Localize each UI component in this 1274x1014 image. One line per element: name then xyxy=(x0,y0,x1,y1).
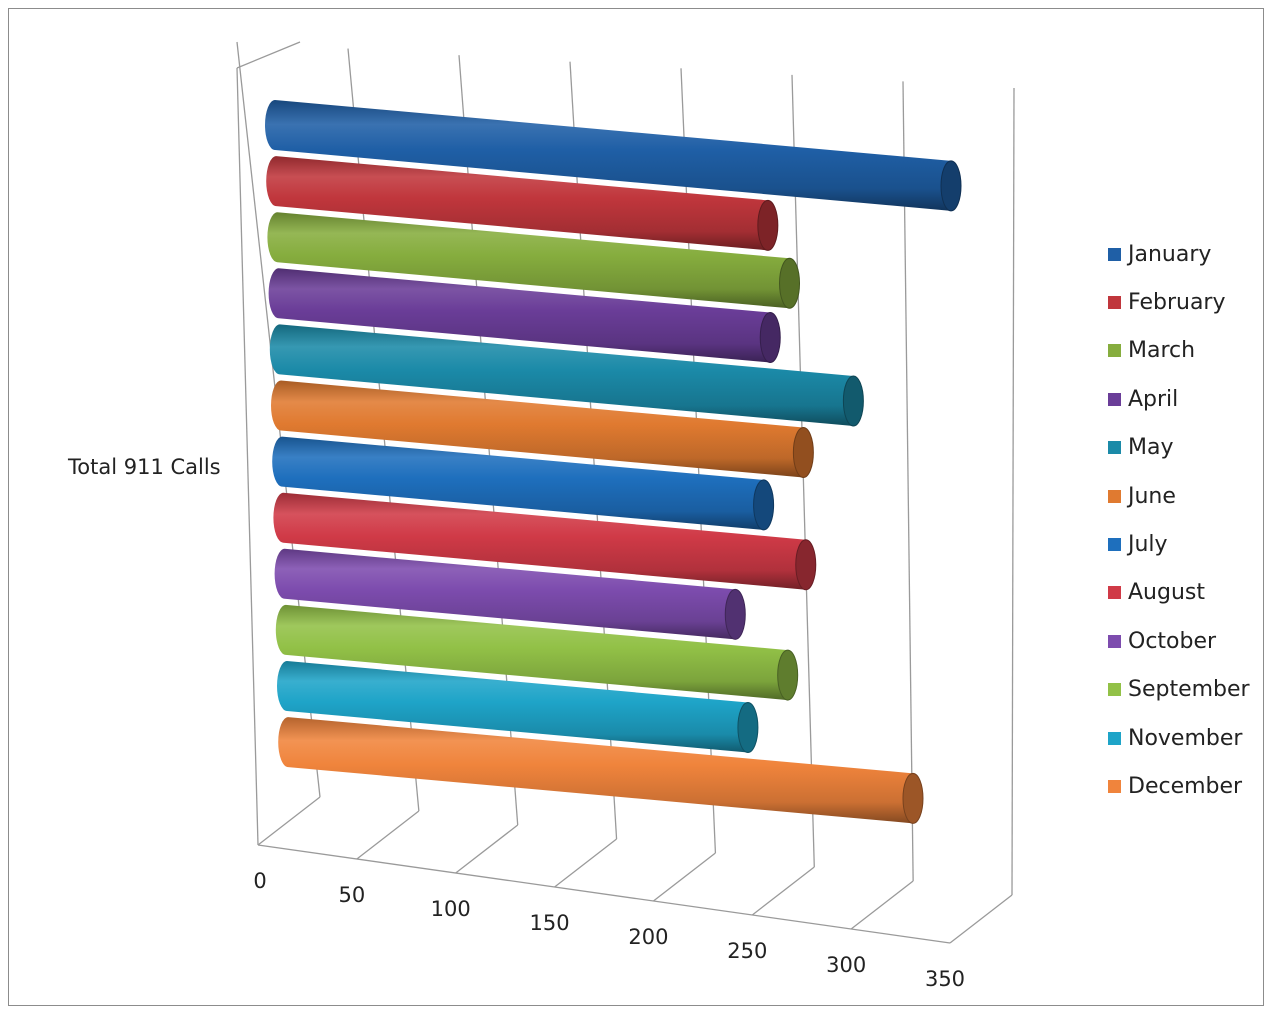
legend-label: March xyxy=(1128,338,1196,364)
legend-label: May xyxy=(1128,435,1174,461)
cylinder-body xyxy=(275,604,798,701)
bar-february xyxy=(266,156,779,251)
legend-label: January xyxy=(1128,241,1212,267)
bar-august xyxy=(273,492,817,591)
x-tick-label: 250 xyxy=(727,939,767,963)
side-wall-edge xyxy=(236,67,259,846)
floor-gridline xyxy=(850,880,914,930)
cylinder-body xyxy=(266,156,778,251)
cylinder-end-cap xyxy=(757,199,779,251)
legend-swatch xyxy=(1108,489,1121,503)
legend-label: April xyxy=(1128,386,1179,412)
legend-item: April xyxy=(1108,375,1250,423)
legend-item: October xyxy=(1108,617,1250,665)
cylinder-end-cap xyxy=(842,375,864,427)
category-axis-label: Total 911 Calls xyxy=(68,455,221,479)
legend: January February March April May June July Augu… xyxy=(1108,230,1250,811)
bar-july xyxy=(272,436,775,531)
side-wall-top xyxy=(236,41,301,69)
legend-swatch xyxy=(1108,586,1121,600)
legend-label: June xyxy=(1128,483,1176,509)
legend-label: October xyxy=(1128,628,1217,654)
cylinder-body xyxy=(271,380,814,478)
legend-swatch xyxy=(1108,247,1121,261)
legend-item: June xyxy=(1108,472,1250,520)
legend-item: August xyxy=(1108,569,1250,617)
cylinder-bars xyxy=(265,100,962,824)
legend-label: November xyxy=(1128,725,1243,751)
legend-item: May xyxy=(1108,424,1250,472)
x-tick-label: 150 xyxy=(530,911,570,935)
floor-front-edge xyxy=(257,844,951,944)
bar-september xyxy=(275,604,799,701)
legend-item: December xyxy=(1108,762,1250,810)
legend-swatch xyxy=(1108,538,1121,552)
x-tick-label: 300 xyxy=(826,953,866,977)
legend-item: September xyxy=(1108,666,1250,714)
floor-gridline xyxy=(554,838,617,888)
cylinder-body xyxy=(268,268,781,363)
cylinder-end-cap xyxy=(724,588,746,640)
cylinder-end-cap xyxy=(777,649,799,701)
legend-item: July xyxy=(1108,520,1250,568)
cylinder-end-cap xyxy=(792,427,814,479)
floor-gridline xyxy=(356,810,420,860)
bar-december xyxy=(278,717,924,824)
x-tick-label: 50 xyxy=(338,883,365,907)
floor-gridline xyxy=(653,852,716,902)
legend-swatch xyxy=(1108,392,1121,406)
legend-label: August xyxy=(1128,580,1205,606)
bar-may xyxy=(269,324,864,427)
floor-gridline xyxy=(751,866,815,916)
cylinder-end-cap xyxy=(902,772,924,824)
legend-item: March xyxy=(1108,327,1250,375)
legend-swatch xyxy=(1108,634,1121,648)
cylinder-body xyxy=(269,324,864,427)
cylinder-body xyxy=(265,100,961,211)
cylinder-end-cap xyxy=(795,539,817,591)
legend-item: February xyxy=(1108,278,1250,326)
cylinder-body xyxy=(273,492,816,590)
legend-swatch xyxy=(1108,731,1121,745)
cylinder-end-cap xyxy=(940,160,962,212)
bar-october xyxy=(274,548,746,640)
legend-item: November xyxy=(1108,714,1250,762)
bar-march xyxy=(267,212,801,309)
legend-label: December xyxy=(1128,773,1243,799)
legend-swatch xyxy=(1108,441,1121,455)
legend-item: January xyxy=(1108,230,1250,278)
bar-november xyxy=(277,661,759,753)
cylinder-end-cap xyxy=(779,257,801,309)
legend-label: July xyxy=(1128,532,1168,558)
legend-swatch xyxy=(1108,683,1121,697)
cylinder-body xyxy=(272,436,774,530)
wall-gridline xyxy=(1011,87,1015,896)
x-tick-label: 100 xyxy=(431,897,471,921)
cylinder-end-cap xyxy=(759,312,781,364)
floor-gridline xyxy=(949,894,1013,944)
cylinder-end-cap xyxy=(753,479,775,531)
legend-swatch xyxy=(1108,344,1121,358)
cylinder-end-cap xyxy=(737,701,759,753)
cylinder-body xyxy=(277,661,758,753)
x-tick-label: 0 xyxy=(253,869,266,893)
floor-gridline xyxy=(257,796,321,846)
cylinder-body xyxy=(267,212,800,309)
legend-swatch xyxy=(1108,779,1121,793)
bar-june xyxy=(271,380,814,479)
bar-april xyxy=(268,268,781,364)
cylinder-body xyxy=(274,548,746,640)
cylinder-body xyxy=(278,717,923,824)
x-tick-label: 350 xyxy=(925,967,965,991)
bar-january xyxy=(265,100,962,212)
legend-swatch xyxy=(1108,296,1121,310)
floor-gridline xyxy=(455,824,519,874)
legend-label: February xyxy=(1128,290,1226,316)
x-tick-label: 200 xyxy=(628,925,668,949)
legend-label: September xyxy=(1128,677,1250,703)
wall-gridline xyxy=(902,81,914,882)
